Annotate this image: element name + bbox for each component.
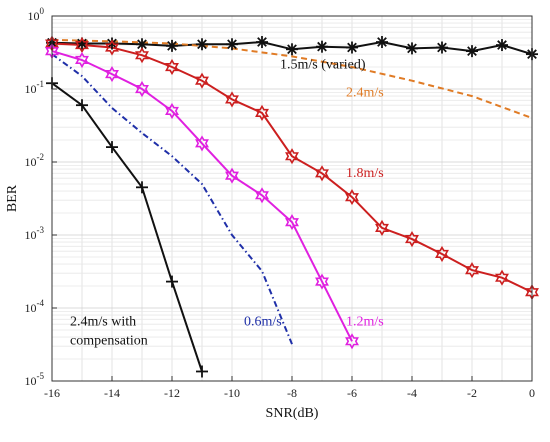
asterisk-stroke	[437, 42, 447, 53]
star-marker	[315, 165, 329, 182]
asterisk-marker	[256, 36, 268, 49]
plus-marker	[136, 181, 148, 194]
asterisk-stroke	[137, 39, 147, 50]
asterisk-stroke	[317, 41, 327, 52]
y-tick-label: 100	[28, 6, 45, 23]
series-annotation: 1.8m/s	[346, 166, 384, 181]
star-marker	[195, 72, 209, 89]
asterisk-stroke	[107, 38, 117, 49]
asterisk-marker	[436, 41, 448, 54]
y-tick-label: 10-2	[25, 152, 45, 169]
x-tick-label: 0	[529, 386, 535, 400]
x-tick-label: -6	[347, 386, 357, 400]
axis-ticks: -16 -14 -12 -10 -8 -6 -4 -2 0 100 10-1 10-2 10-3 10-4…	[25, 6, 536, 400]
asterisk-marker	[196, 38, 208, 51]
asterisk-marker	[226, 38, 238, 51]
star-marker	[285, 213, 299, 231]
x-tick-label: -2	[467, 386, 477, 400]
star-marker	[105, 39, 119, 56]
plus-marker	[76, 99, 88, 112]
y-tick-label: 10-1	[25, 79, 45, 96]
star-marker	[315, 273, 329, 290]
star-marker	[225, 91, 239, 108]
asterisk-marker	[496, 39, 508, 52]
star-marker	[165, 102, 179, 120]
asterisk-stroke	[407, 43, 417, 54]
asterisk-stroke	[347, 42, 357, 53]
grid	[51, 16, 533, 382]
asterisk-stroke	[167, 40, 177, 51]
series-annotation: 1.2m/s	[346, 314, 384, 329]
star-marker	[375, 219, 389, 236]
x-tick-label: -12	[164, 386, 180, 400]
star-marker	[345, 188, 359, 206]
asterisk-marker	[346, 41, 358, 54]
asterisk-stroke	[497, 40, 507, 50]
star-marker	[405, 231, 419, 248]
star-marker	[165, 58, 179, 76]
star-marker	[495, 269, 509, 286]
asterisk-marker	[466, 45, 478, 58]
star-marker	[255, 187, 269, 204]
star-marker	[285, 148, 299, 165]
asterisk-stroke	[257, 37, 267, 47]
star-marker	[195, 135, 209, 152]
series-line	[51, 53, 293, 345]
asterisk-stroke	[227, 39, 237, 50]
series-lines	[51, 38, 533, 372]
asterisk-stroke	[287, 44, 297, 55]
y-tick-label: 10-4	[25, 298, 45, 315]
x-tick-label: -14	[104, 386, 120, 400]
series-line	[51, 82, 203, 372]
series-annotation: 2.4m/s	[346, 85, 384, 100]
star-marker	[255, 104, 269, 121]
y-axis-label: BER	[5, 184, 20, 212]
x-tick-label: -4	[407, 386, 417, 400]
x-tick-label: -16	[44, 386, 60, 400]
series-annotation: 0.6m/s	[244, 314, 282, 329]
asterisk-marker	[406, 42, 418, 55]
series-annotation: 2.4m/s with compensation	[70, 314, 148, 348]
y-tick-label: 10-5	[25, 371, 45, 388]
star-marker	[225, 167, 239, 184]
star-marker	[105, 66, 119, 83]
star-marker	[435, 245, 449, 263]
series-annotation: 1.5m/s (varied)	[280, 58, 366, 73]
series-line	[51, 42, 533, 294]
asterisk-stroke	[197, 39, 207, 50]
asterisk-stroke	[377, 37, 387, 47]
star-marker	[75, 36, 89, 54]
star-marker	[75, 51, 89, 69]
asterisk-marker	[376, 36, 388, 49]
x-tick-label: -8	[287, 386, 297, 400]
star-marker	[135, 80, 149, 98]
asterisk-stroke	[77, 38, 87, 49]
asterisk-stroke	[467, 46, 477, 57]
asterisk-marker	[316, 40, 328, 53]
y-tick-label: 10-3	[25, 225, 45, 242]
x-axis-label: SNR(dB)	[266, 406, 319, 421]
series-annotations: 1.5m/s (varied) 2.4m/s 1.8m/s 1.2m/s 0.6m/s 2…	[70, 58, 384, 349]
x-tick-label: -10	[224, 386, 240, 400]
series-line	[51, 38, 533, 119]
star-marker	[135, 47, 149, 64]
asterisk-marker	[286, 43, 298, 56]
plus-marker	[166, 275, 178, 288]
star-marker	[345, 333, 359, 350]
asterisk-marker	[166, 39, 178, 52]
star-marker	[465, 261, 479, 279]
plus-marker	[196, 365, 208, 378]
plus-marker	[106, 141, 118, 154]
series-markers	[45, 35, 539, 378]
series-line	[51, 50, 353, 342]
